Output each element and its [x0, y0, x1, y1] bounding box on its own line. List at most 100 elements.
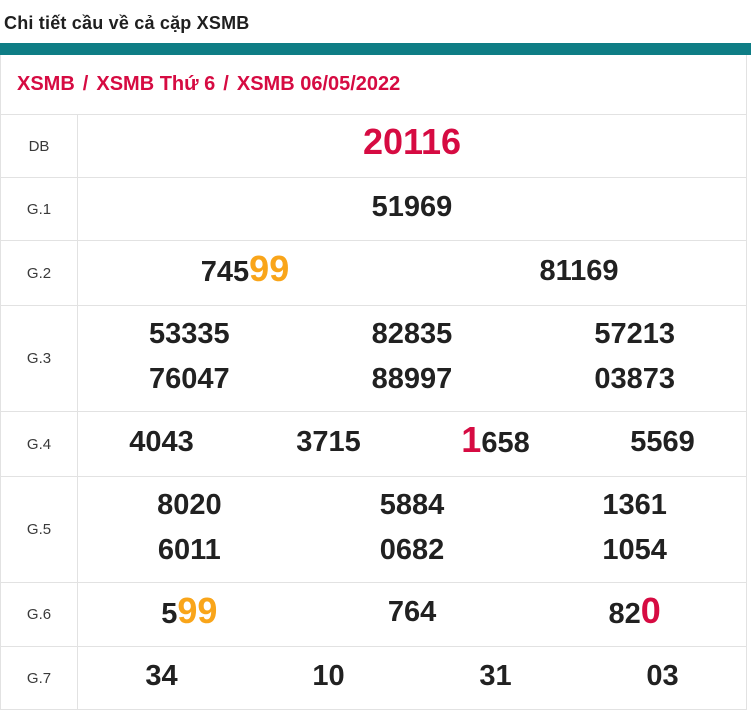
prize-number: 4043 — [129, 422, 194, 467]
breadcrumb-link-xsmb[interactable]: XSMB — [17, 73, 75, 95]
digit-segment: 658 — [481, 427, 530, 459]
digit-segment: 31 — [479, 659, 512, 692]
highlighted-digit: 20116 — [362, 121, 462, 162]
prize-value-cell: 03 — [579, 647, 746, 709]
prize-row-g3: G.3 53335 76047 82835 88997 57213 03873 — [1, 306, 746, 412]
prize-number: 53335 — [149, 314, 230, 359]
page-title: Chi tiết cầu về cả cặp XSMB — [4, 13, 250, 33]
prize-value-cell: 599 — [78, 583, 301, 646]
digit-segment: 1361 — [602, 488, 667, 521]
prize-label: G.4 — [1, 412, 78, 476]
highlighted-digit: 99 — [249, 248, 290, 289]
prize-number: 82835 — [372, 314, 453, 359]
digit-segment: 76047 — [149, 362, 230, 395]
prize-value-cell: 51969 — [78, 178, 746, 240]
prize-value-cell: 1658 — [412, 412, 579, 476]
prize-number: 03 — [646, 656, 678, 701]
prize-values: 20116 — [78, 115, 746, 177]
prize-label: G.2 — [1, 241, 78, 305]
prize-value-cell: 31 — [412, 647, 579, 709]
prize-number: 76047 — [149, 359, 230, 404]
prize-number: 8020 — [157, 485, 222, 530]
prize-values: 8020 6011 5884 0682 1361 1054 — [78, 477, 746, 582]
highlighted-digit: 1 — [461, 419, 482, 460]
digit-segment: 6011 — [157, 533, 221, 566]
digit-segment: 81169 — [539, 254, 619, 287]
prize-number: 1361 — [602, 485, 667, 530]
prize-row-g1: G.1 51969 — [1, 178, 746, 241]
prize-number: 5569 — [630, 422, 695, 467]
prize-value-cell: 764 — [301, 583, 524, 646]
digit-segment: 3715 — [296, 425, 361, 458]
prize-value-cell: 8020 6011 — [78, 477, 301, 582]
breadcrumb-separator: / — [82, 73, 89, 95]
breadcrumb-link-xsmb-date[interactable]: XSMB 06/05/2022 — [236, 73, 401, 95]
prize-values: 74599 81169 — [78, 241, 746, 305]
prize-number: 0682 — [380, 530, 445, 575]
prize-row-g4: G.4 4043 3715 1658 5569 — [1, 412, 746, 477]
digit-segment: 764 — [387, 596, 437, 628]
prize-value-cell: 5884 0682 — [301, 477, 524, 582]
digit-segment: 745 — [200, 256, 250, 288]
prize-values: 51969 — [78, 178, 746, 240]
prize-values: 4043 3715 1658 5569 — [78, 412, 746, 476]
prize-value-cell: 74599 — [78, 241, 412, 305]
prize-label: G.6 — [1, 583, 78, 646]
prize-row-g7: G.7 34 10 31 03 — [1, 647, 746, 710]
prize-values: 53335 76047 82835 88997 57213 03873 — [78, 306, 746, 411]
prize-number: 57213 — [594, 314, 675, 359]
prize-label: DB — [1, 115, 78, 177]
digit-segment: 82 — [608, 597, 641, 630]
digit-segment: 34 — [145, 659, 178, 692]
prize-number: 820 — [608, 589, 661, 639]
prize-value-cell: 3715 — [245, 412, 412, 476]
prize-number: 1054 — [602, 530, 667, 575]
prize-value-cell: 4043 — [78, 412, 245, 476]
prize-row-g2: G.2 74599 81169 — [1, 241, 746, 306]
prize-value-cell: 20116 — [78, 115, 746, 177]
prize-number: 20116 — [363, 122, 461, 170]
lottery-result-table: XSMB / XSMB Thứ 6 / XSMB 06/05/2022 DB 20… — [0, 55, 747, 710]
digit-segment: 03873 — [594, 362, 675, 395]
prize-value-cell: 53335 76047 — [78, 306, 301, 411]
prize-number: 31 — [479, 656, 511, 701]
highlighted-digit: 0 — [640, 589, 661, 631]
digit-segment: 53335 — [149, 317, 230, 350]
digit-segment: 57213 — [594, 317, 675, 350]
prize-value-cell: 5569 — [579, 412, 746, 476]
prize-label: G.5 — [1, 477, 78, 582]
prize-row-g5: G.5 8020 6011 5884 0682 1361 1054 — [1, 477, 746, 583]
prize-number: 88997 — [372, 359, 453, 404]
digit-segment: 4043 — [129, 425, 194, 458]
prize-label: G.1 — [1, 178, 78, 240]
prize-number: 74599 — [201, 249, 289, 297]
prize-values: 599 764 820 — [78, 583, 746, 646]
prize-value-cell: 1361 1054 — [523, 477, 746, 582]
prize-row-db: DB 20116 — [1, 115, 746, 178]
digit-segment: 51969 — [371, 190, 453, 223]
digit-segment: 10 — [312, 659, 345, 692]
breadcrumb-separator: / — [223, 73, 229, 95]
accent-divider-bar — [0, 43, 751, 55]
prize-value-cell: 34 — [78, 647, 245, 709]
prize-number: 34 — [145, 656, 177, 701]
highlighted-digit: 99 — [177, 589, 218, 631]
prize-number: 03873 — [594, 359, 675, 404]
prize-value-cell: 82835 88997 — [301, 306, 524, 411]
prize-value-cell: 57213 03873 — [523, 306, 746, 411]
breadcrumb-link-xsmb-thu6[interactable]: XSMB Thứ 6 — [96, 73, 216, 95]
prize-value-cell: 10 — [245, 647, 412, 709]
prize-number: 81169 — [539, 251, 618, 296]
breadcrumb: XSMB / XSMB Thứ 6 / XSMB 06/05/2022 — [1, 55, 746, 115]
digit-segment: 03 — [646, 659, 679, 692]
prize-label: G.3 — [1, 306, 78, 411]
digit-segment: 5884 — [379, 488, 445, 521]
prize-label: G.7 — [1, 647, 78, 709]
prize-values: 34 10 31 03 — [78, 647, 746, 709]
digit-segment: 0682 — [379, 533, 445, 566]
prize-value-cell: 820 — [523, 583, 746, 646]
digit-segment: 8020 — [157, 488, 222, 521]
digit-segment: 5 — [161, 597, 178, 630]
digit-segment: 1054 — [602, 533, 667, 566]
prize-number: 51969 — [372, 187, 453, 232]
